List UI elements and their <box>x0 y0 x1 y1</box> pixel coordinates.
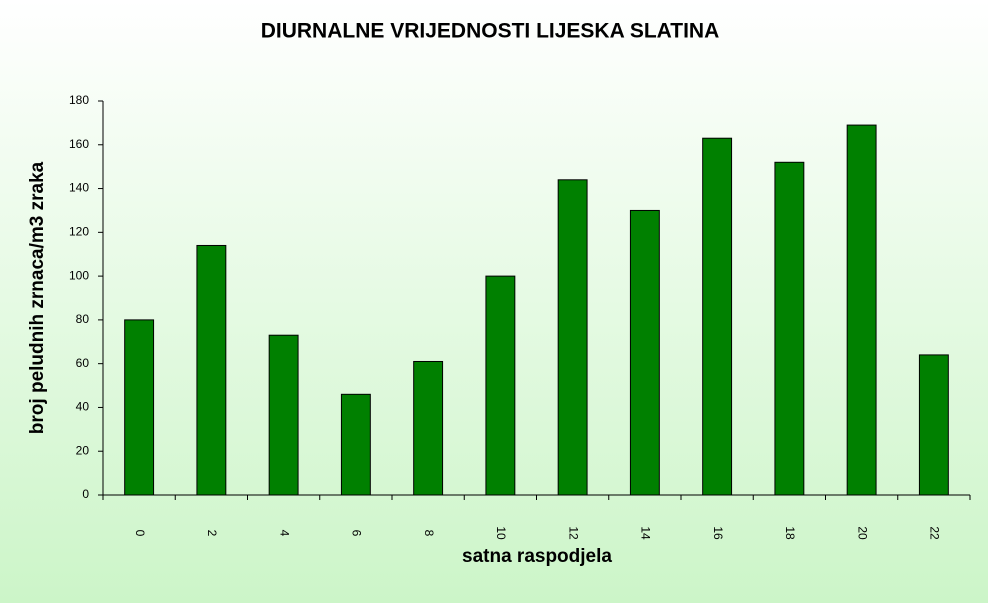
bar <box>196 244 227 496</box>
y-tick-label: 80 <box>76 312 90 326</box>
x-tick-label: 22 <box>928 526 942 540</box>
bar <box>340 393 371 496</box>
y-tick-label: 60 <box>76 356 90 370</box>
bar <box>846 124 877 496</box>
bar <box>774 161 805 496</box>
x-tick-label: 8 <box>422 530 436 537</box>
x-tick-label: 10 <box>494 526 508 540</box>
x-axis-label: satna raspodjela <box>462 546 612 567</box>
x-tick-label: 12 <box>566 526 580 540</box>
bar <box>918 354 949 496</box>
x-tick-label: 0 <box>133 530 147 537</box>
y-tick-label: 160 <box>69 137 89 151</box>
y-tick-label: 0 <box>82 487 89 501</box>
chart-title: DIURNALNE VRIJEDNOSTI LIJESKA SLATINA <box>261 20 720 43</box>
bar <box>124 319 155 496</box>
bar <box>629 209 660 496</box>
bar <box>557 179 588 496</box>
y-tick-label: 100 <box>69 268 89 282</box>
x-tick-label: 18 <box>783 526 797 540</box>
y-tick-label: 120 <box>69 225 89 239</box>
x-tick-label: 6 <box>350 530 364 537</box>
bar <box>413 360 444 496</box>
y-tick-label: 20 <box>76 443 90 457</box>
y-tick-label: 180 <box>69 93 89 107</box>
y-tick-label: 40 <box>76 400 90 414</box>
x-tick-label: 14 <box>639 526 653 540</box>
x-tick-label: 20 <box>855 526 869 540</box>
bar <box>268 334 299 496</box>
bar <box>485 275 516 496</box>
x-tick-label: 4 <box>277 530 291 537</box>
bar <box>702 137 733 496</box>
x-tick-label: 2 <box>205 530 219 537</box>
x-tick-label: 16 <box>711 526 725 540</box>
y-axis-label: broj peludnih zrnaca/m3 zraka <box>27 161 48 434</box>
y-tick-label: 140 <box>69 181 89 195</box>
